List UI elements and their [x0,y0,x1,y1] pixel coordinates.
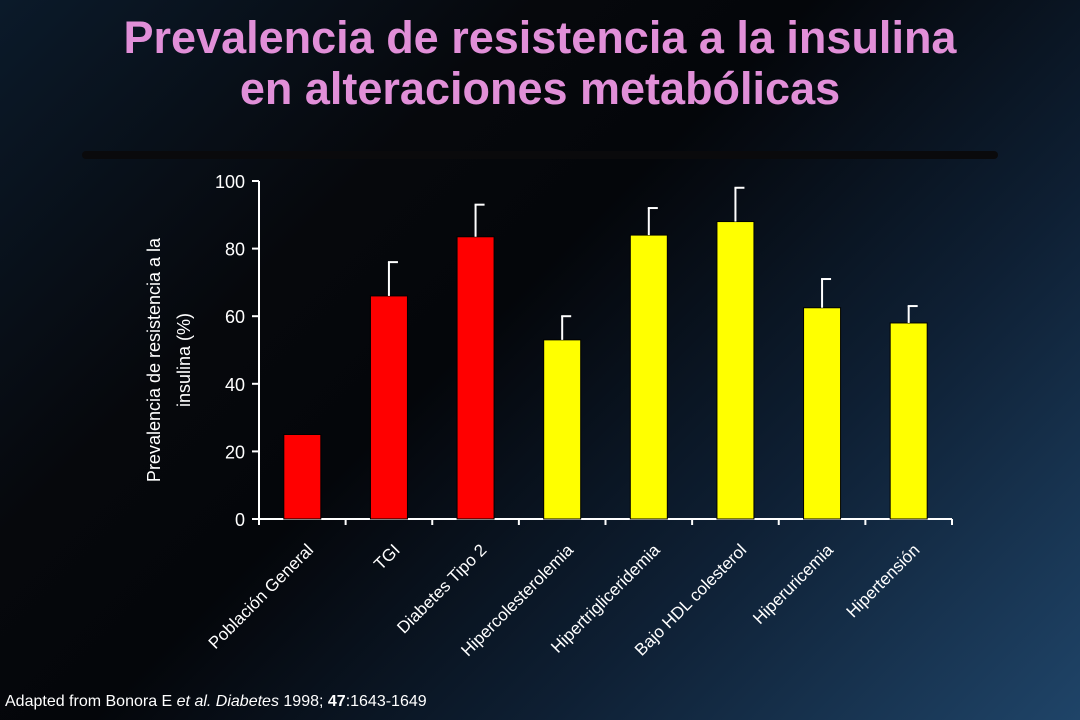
citation-journal: Diabetes [215,693,279,710]
bars [283,186,928,520]
y-tick-label: 80 [225,240,245,260]
slide-title: Prevalencia de resistencia a la insulina… [0,12,1080,114]
x-tick-label: Hipertensión [843,540,924,621]
x-tick-label: Diabetes Tipo 2 [393,540,490,637]
bar [543,339,582,520]
bar [629,234,668,520]
y-axis-title-line-2: insulina (%) [174,313,194,407]
y-tick-label: 20 [225,442,245,462]
citation: Adapted from Bonora E et al. Diabetes 19… [5,693,427,711]
y-axis: 0 20 40 60 80 100 [215,172,260,530]
citation-volume: 47 [327,693,346,710]
y-tick-label: 60 [225,307,245,327]
y-tick-label: 100 [215,172,245,192]
citation-etal: et al. [176,693,212,710]
x-axis [258,518,953,525]
x-tick-label: TGI [370,540,403,573]
x-tick-label: Población General [205,540,317,652]
citation-prefix: Adapted from Bonora E [5,693,177,710]
title-line-2: en alteraciones metabólicas [239,63,841,114]
x-tick-label: Hiperuricemia [749,540,837,628]
bar [889,322,928,520]
title-divider [82,151,998,159]
bar [803,307,842,520]
bar [283,434,322,520]
y-axis-title-line-1: Prevalencia de resistencia a la [144,237,164,482]
bar [369,295,408,520]
y-tick-label: 0 [235,510,245,530]
bar [716,221,755,520]
title-line-1: Prevalencia de resistencia a la insulina [123,12,957,63]
citation-year: 1998; [278,693,328,710]
citation-pages: :1643-1649 [345,693,427,710]
bar [456,236,495,520]
y-tick-label: 40 [225,375,245,395]
